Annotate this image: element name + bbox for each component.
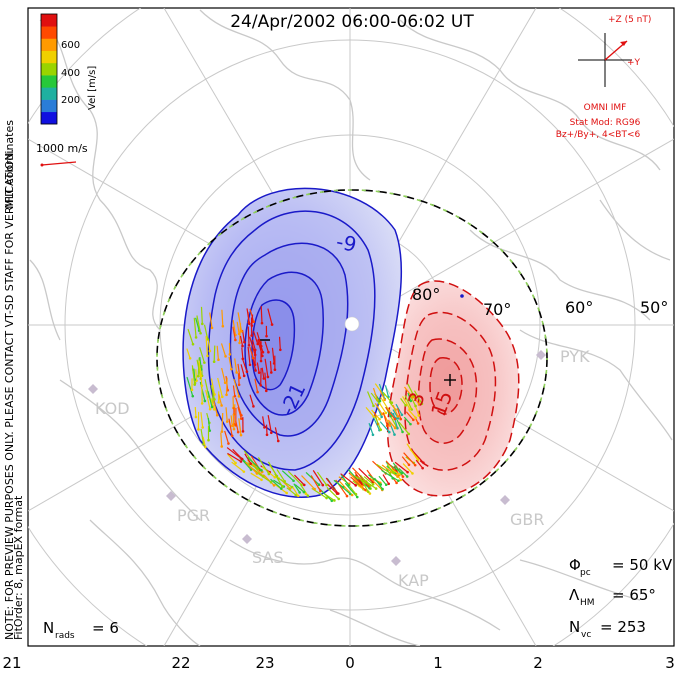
phi-pc-value: = 50 kV <box>612 556 673 574</box>
station-marker-sas <box>242 534 252 544</box>
mlt-tick-1: 1 <box>433 654 443 672</box>
plot-frame <box>27 7 675 647</box>
map-statistics: Φ pc = 50 kV Λ HM = 65° N vc = 253 N rad… <box>43 556 673 641</box>
nrads-subscript: rads <box>55 631 75 641</box>
dawn-cell-contour-4 <box>429 357 463 415</box>
magnetic-pole-marker <box>344 316 360 332</box>
map-title: 24/Apr/2002 06:00-06:02 UT <box>230 12 474 32</box>
station-label-kap: KAP <box>398 571 429 590</box>
colorbar-swatch <box>41 26 57 39</box>
fit-order-label: FitOrder: 8, mapEX format <box>12 495 25 640</box>
latitude-label-70: 70° <box>483 300 511 319</box>
colorbar-label: Vel [m/s] <box>87 66 98 110</box>
velocity-colorbar <box>40 13 58 125</box>
station-label-sas: SAS <box>252 548 284 567</box>
coordinate-system-label: MLT coordinates <box>3 120 16 209</box>
station-marker-kod <box>88 384 98 394</box>
colorbar-tick-600: 600 <box>61 40 80 51</box>
colorbar-swatch <box>41 38 57 51</box>
imf-dial <box>578 33 632 87</box>
mlt-tick-21: 21 <box>2 654 21 672</box>
mlt-tick-0: 0 <box>345 654 355 672</box>
station-label-gbr: GBR <box>510 510 545 529</box>
colorbar-ticks: 600 400 200 <box>61 40 80 106</box>
imf-source-label: OMNI IMF <box>584 103 627 113</box>
imf-bz-label: +Z (5 nT) <box>608 15 651 25</box>
model-line-1: Stat Mod: RG96 <box>570 118 641 128</box>
nvc-symbol: N <box>569 618 580 636</box>
reference-vector-label: 1000 m/s <box>36 142 88 155</box>
mlt-axis: 21 22 23 0 1 2 3 <box>2 654 674 672</box>
mlt-tick-3: 3 <box>665 654 675 672</box>
mlt-tick-2: 2 <box>533 654 543 672</box>
reference-vector-arrow <box>41 161 77 166</box>
imf-by-label: +Y <box>627 58 641 68</box>
station-marker-kap <box>391 556 401 566</box>
coastlines <box>29 9 673 646</box>
lambda-hm-subscript: HM <box>580 598 595 608</box>
latitude-label-60: 60° <box>565 298 593 317</box>
station-label-kod: KOD <box>95 399 130 418</box>
phi-pc-symbol: Φ <box>569 556 581 574</box>
station-marker-pgr <box>166 491 176 501</box>
colorbar-swatch <box>41 87 57 100</box>
contour-label-neg9: -9 <box>334 229 359 257</box>
colorbar-swatch <box>41 99 57 113</box>
station-labels: PYK KOD PGR SAS KAP GBR <box>95 347 590 590</box>
colorbar-swatch <box>41 111 57 125</box>
nrads-value: = 6 <box>92 619 119 637</box>
station-label-pgr: PGR <box>177 506 210 525</box>
station-marker-gbr <box>500 495 510 505</box>
velocity-vectors <box>186 306 425 503</box>
station-marker-pyk <box>536 350 546 360</box>
colorbar-swatch <box>41 75 57 88</box>
heppner-maynard-boundary-overlay <box>156 189 548 527</box>
colorbar-tick-400: 400 <box>61 68 80 79</box>
mlt-tick-22: 22 <box>171 654 190 672</box>
radar-stations <box>88 350 546 566</box>
colorbar-swatch <box>41 14 57 27</box>
phi-pc-subscript: pc <box>580 568 591 578</box>
lambda-hm-value: = 65° <box>612 586 656 604</box>
model-line-2: Bz+/By+, 4<BT<6 <box>556 130 641 140</box>
latitude-labels: 80° 70° 60° 50° <box>412 285 668 319</box>
colorbar-swatch <box>41 50 57 64</box>
latitude-label-50: 50° <box>640 298 668 317</box>
preview-note: NOTE: FOR PREVIEW PURPOSES ONLY. PLEASE … <box>3 149 16 640</box>
colorbar-tick-200: 200 <box>61 95 80 106</box>
nvc-value: = 253 <box>600 618 646 636</box>
mlt-tick-23: 23 <box>255 654 274 672</box>
nrads-symbol: N <box>43 619 54 637</box>
nvc-subscript: vc <box>581 630 591 640</box>
lambda-hm-symbol: Λ <box>569 586 580 604</box>
station-label-pyk: PYK <box>560 347 590 366</box>
latitude-label-80: 80° <box>412 285 440 304</box>
colorbar-swatch <box>41 62 57 76</box>
imf-labels: +Z (5 nT) +Y OMNI IMF Stat Mod: RG96 Bz+… <box>556 15 652 140</box>
